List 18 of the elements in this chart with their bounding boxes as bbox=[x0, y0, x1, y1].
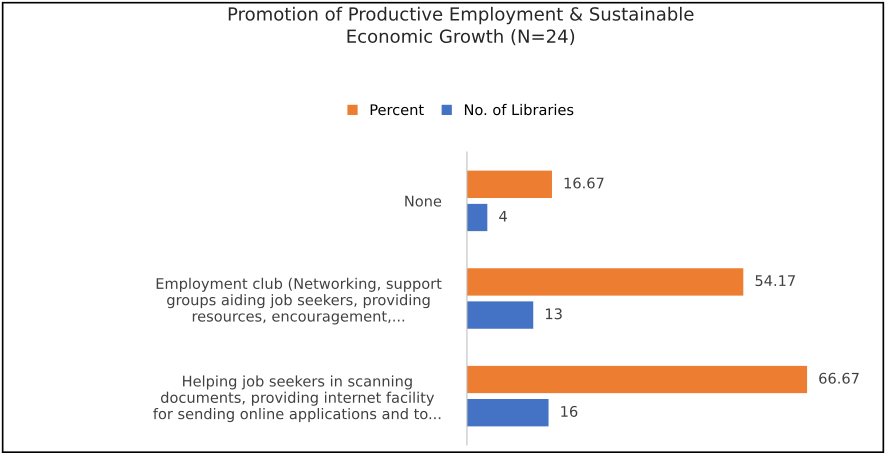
bar bbox=[466, 268, 744, 296]
y-tick-label: Employment club (Networking, support groups aiding job seekers, providing resources, encouragement,... bbox=[156, 278, 442, 325]
bar bbox=[466, 204, 488, 232]
legend-label: Percent bbox=[370, 104, 424, 116]
chart-title: Promotion of Productive Employment & Sustainable Economic Growth (N=24) bbox=[228, 6, 694, 46]
bar bbox=[466, 399, 549, 426]
y-tick-label: Helping job seekers in scanning documents, providing internet facility for sending online applications and to... bbox=[153, 375, 440, 422]
data-label: 4 bbox=[499, 210, 507, 222]
bar bbox=[466, 170, 552, 198]
bar bbox=[466, 366, 808, 394]
data-label: 16.67 bbox=[564, 178, 604, 189]
data-label: 13 bbox=[546, 308, 562, 320]
data-label: 66.67 bbox=[819, 372, 859, 384]
data-label: 16 bbox=[561, 406, 578, 417]
y-tick-label: None bbox=[405, 196, 442, 207]
data-label: 54.17 bbox=[756, 275, 795, 286]
bar bbox=[466, 301, 534, 329]
legend-label: No. of Libraries bbox=[464, 104, 574, 116]
